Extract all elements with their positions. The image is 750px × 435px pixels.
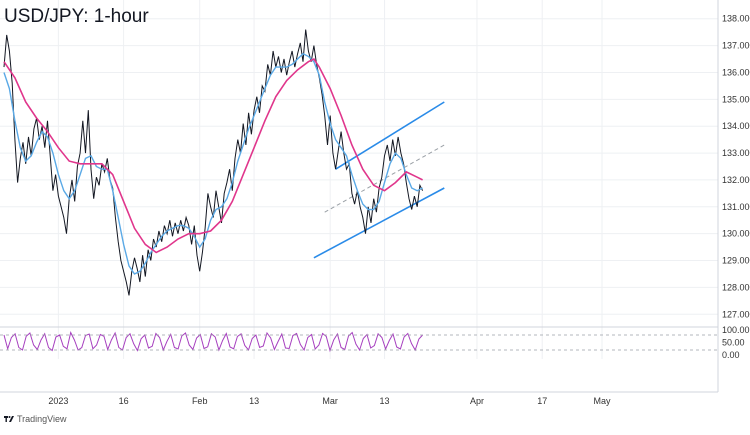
channel-upper-line	[335, 101, 445, 170]
brand-label: TradingView	[17, 414, 67, 424]
time-tick-label: Apr	[470, 396, 484, 406]
time-tick-label: May	[593, 396, 611, 406]
channel-mid-line	[324, 144, 445, 213]
price-series	[3, 29, 424, 296]
channel-lower-line	[313, 187, 445, 259]
price-tick-label: 138.000	[722, 14, 750, 24]
ma-slow-line	[3, 57, 423, 254]
time-tick-label: Feb	[192, 396, 208, 406]
time-tick-label: 13	[249, 396, 259, 406]
axes: 138.000 137.000 136.000 135.000 134.000 133.0…	[0, 0, 750, 406]
tradingview-logo-icon	[4, 416, 14, 422]
price-tick-label: 130.000	[722, 229, 750, 239]
price-line	[3, 29, 424, 296]
price-tick-label: 132.000	[722, 175, 750, 185]
chart-title: USD/JPY: 1-hour	[4, 6, 149, 27]
price-tick-label: 135.000	[722, 94, 750, 104]
price-tick-label: 133.000	[722, 148, 750, 158]
oscillator-pane	[0, 331, 718, 353]
time-tick-label: 16	[119, 396, 129, 406]
oscillator-line	[3, 331, 423, 353]
oscillator-tick-label: 100.00	[722, 325, 750, 335]
price-tick-label: 128.000	[722, 282, 750, 292]
tradingview-brand: TradingView	[4, 414, 67, 424]
price-tick-label: 134.000	[722, 121, 750, 131]
time-tick-label: Mar	[322, 396, 338, 406]
price-tick-label: 131.000	[722, 202, 750, 212]
time-tick-label: 2023	[48, 396, 68, 406]
ma-fast-line	[3, 52, 423, 275]
price-tick-label: 127.000	[722, 309, 750, 319]
time-tick-label: 17	[537, 396, 547, 406]
price-tick-label: 137.000	[722, 41, 750, 51]
channel-lines	[313, 101, 445, 259]
oscillator-tick-label: 0.00	[722, 350, 740, 360]
oscillator-tick-label: 50.00	[722, 338, 745, 348]
price-tick-label: 136.000	[722, 67, 750, 77]
time-tick-label: 13	[380, 396, 390, 406]
price-tick-label: 129.000	[722, 256, 750, 266]
moving-averages	[3, 52, 423, 275]
